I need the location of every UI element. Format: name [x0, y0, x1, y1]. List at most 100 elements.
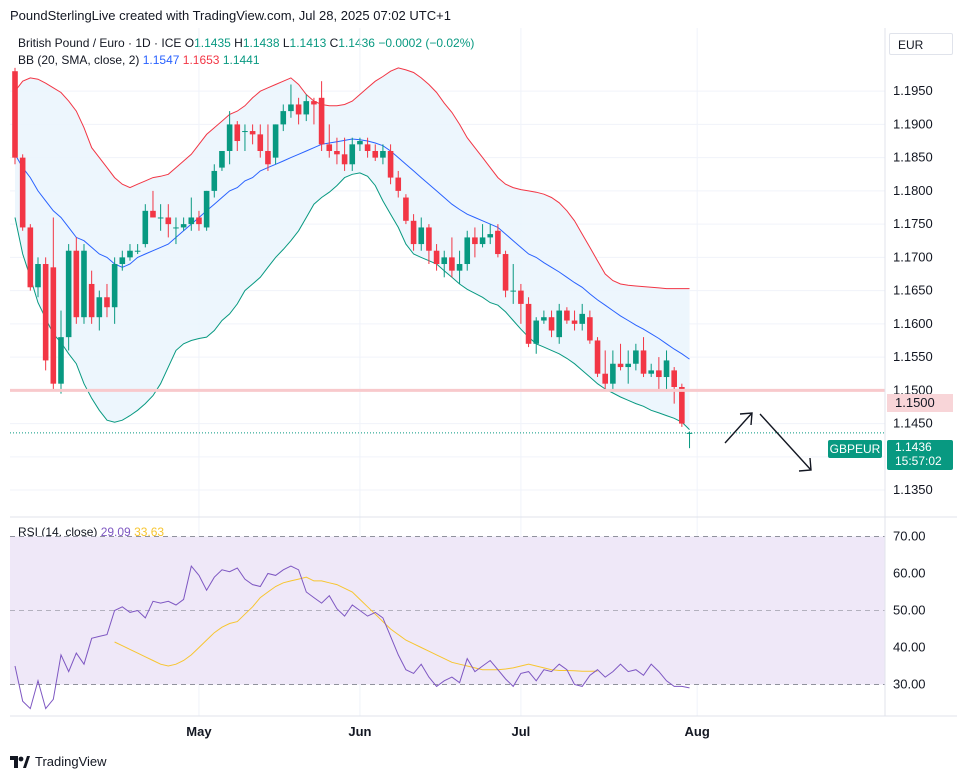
candle	[341, 137, 348, 171]
candle	[663, 350, 670, 391]
candle-body	[579, 313, 586, 324]
rsi-tick-label: 50.00	[893, 603, 926, 618]
price-tick-label: 1.1500	[893, 382, 933, 397]
candle	[96, 290, 103, 331]
candle-body	[610, 363, 616, 384]
arrow-up-line	[724, 412, 753, 444]
symbol-name[interactable]: British Pound / Euro · 1D · ICE	[18, 36, 182, 50]
low-label: L	[282, 36, 290, 50]
candle	[433, 244, 440, 271]
candle-body	[495, 230, 501, 255]
bb-lower-value: 1.1441	[222, 53, 260, 67]
candle	[686, 431, 693, 449]
projection-arrows	[724, 412, 812, 472]
rsi-legend[interactable]: RSI (14, close) 29.09 33.63	[18, 525, 164, 539]
candle	[502, 250, 509, 298]
candle	[656, 357, 662, 391]
candle	[180, 217, 187, 231]
candle-body	[633, 350, 639, 364]
candle-body	[487, 234, 494, 238]
candle-body	[541, 317, 547, 321]
candle-body	[564, 310, 570, 321]
candle	[165, 204, 172, 238]
candle-body	[525, 303, 532, 344]
candle	[418, 217, 425, 251]
candle-body	[19, 157, 26, 228]
chart-credit: PoundSterlingLive created with TradingVi…	[10, 8, 451, 23]
candle	[587, 310, 593, 344]
candle-body	[449, 257, 455, 271]
symbol-legend[interactable]: British Pound / Euro · 1D · ICE O1.1435 …	[18, 36, 474, 50]
arrow-down-head	[798, 457, 812, 472]
currency-selector[interactable]: EUR	[889, 33, 953, 55]
bollinger-label[interactable]: BB (20, SMA, close, 2)	[18, 53, 140, 67]
tradingview-logo[interactable]: TradingView	[10, 754, 107, 769]
candle-body	[203, 190, 210, 228]
bb-basis-value: 1.1547	[142, 53, 180, 67]
candle-body	[556, 310, 563, 338]
candle-body	[35, 264, 41, 288]
candle	[648, 363, 654, 378]
candle	[403, 194, 409, 225]
candle-body	[395, 177, 402, 191]
candle-body	[127, 250, 133, 258]
candle	[150, 190, 156, 218]
candle-body	[334, 150, 340, 155]
bb-upper-value: 1.1653	[182, 53, 220, 67]
candle-body	[464, 237, 471, 265]
candle	[571, 310, 578, 331]
rsi-label[interactable]: RSI (14, close)	[18, 525, 98, 539]
candle-body	[418, 227, 425, 245]
candle-body	[410, 220, 417, 245]
candle	[249, 124, 256, 145]
candle-body	[441, 257, 448, 265]
candle	[226, 111, 233, 165]
candle-body	[372, 150, 379, 158]
bollinger-legend[interactable]: BB (20, SMA, close, 2) 1.1547 1.1653 1.1…	[18, 53, 260, 67]
price-tick-label: 1.1900	[893, 116, 933, 131]
candle-body	[617, 363, 624, 368]
candle	[188, 197, 195, 231]
candle-body	[625, 363, 631, 368]
candle	[111, 257, 118, 324]
rsi-band-fill	[10, 536, 885, 685]
candle	[617, 343, 624, 371]
candle-body	[326, 144, 333, 151]
candle-body	[403, 197, 409, 221]
candle-body	[242, 131, 248, 133]
candle-body	[663, 360, 670, 378]
time-tick-label: Jun	[348, 724, 371, 739]
candle-body	[280, 111, 287, 125]
price-tick-label: 1.1750	[893, 216, 933, 231]
candle	[173, 217, 179, 245]
candle-body	[288, 104, 294, 112]
candle	[295, 97, 302, 125]
candle-body	[27, 227, 34, 288]
price-tick-label: 1.1700	[893, 249, 933, 264]
candle	[395, 170, 402, 198]
candle	[349, 137, 356, 171]
close-label: C	[329, 36, 339, 50]
candle-body	[510, 290, 517, 292]
candle	[456, 250, 463, 284]
candle	[594, 337, 601, 378]
band-fill	[15, 67, 690, 430]
candle-body	[640, 350, 647, 374]
open-value: 1.1435	[194, 36, 231, 50]
candle	[211, 164, 218, 198]
candle-body	[134, 250, 141, 252]
candle	[633, 343, 639, 371]
candle	[334, 137, 340, 165]
tradingview-brand: TradingView	[35, 754, 107, 769]
candle-body	[380, 150, 386, 158]
candle	[142, 204, 149, 248]
candle-body	[479, 237, 486, 245]
candle	[472, 227, 478, 258]
candle-body	[157, 217, 164, 219]
candle-body	[180, 224, 187, 228]
candle	[265, 124, 271, 171]
candle-body	[533, 320, 540, 344]
candle-body	[142, 210, 149, 245]
open-label: O	[184, 36, 195, 50]
